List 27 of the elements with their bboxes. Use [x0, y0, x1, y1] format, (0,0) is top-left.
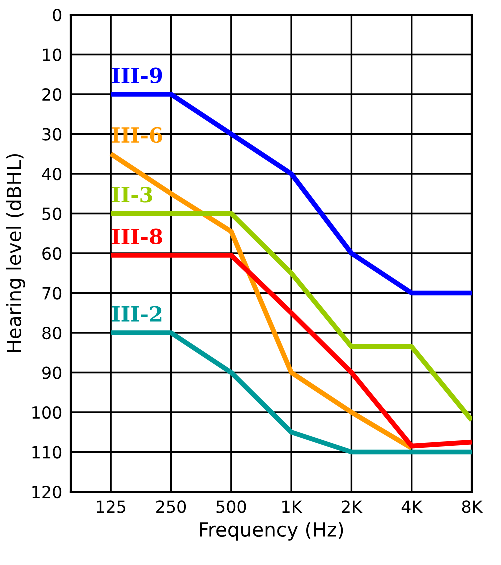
- y-tick-label: 70: [42, 287, 62, 300]
- y-tick-label: 40: [42, 168, 62, 181]
- x-tick-label: 2K: [342, 500, 363, 513]
- y-tick-label: 0: [53, 8, 62, 22]
- y-tick-label: 50: [42, 208, 62, 220]
- x-tick-label: 8K: [462, 500, 484, 514]
- y-tick-label: 100: [32, 406, 62, 420]
- x-tick-label: 250: [156, 500, 186, 514]
- y-tick-label: 20: [42, 88, 62, 102]
- y-axis-title: Hearing level (dBHL): [6, 154, 26, 352]
- series-label: III-8: [112, 228, 162, 245]
- series-label: III-2: [112, 306, 162, 322]
- x-tick-label: 1K: [282, 500, 303, 513]
- y-tick-label: 120: [32, 486, 62, 499]
- x-tick-label: 4K: [402, 500, 423, 513]
- y-tick-label: 80: [42, 326, 62, 340]
- y-tick-label: 60: [42, 247, 62, 260]
- y-tick-label: 90: [42, 366, 62, 380]
- series-label: III-9: [112, 68, 162, 84]
- series-label: II-3: [112, 187, 152, 203]
- x-axis-title: Frequency (Hz): [200, 522, 344, 541]
- x-tick-label: 500: [216, 500, 246, 514]
- y-tick-label: 10: [43, 48, 62, 62]
- x-tick-label: 125: [97, 500, 126, 514]
- y-tick-label: 30: [42, 128, 62, 141]
- line-series: [108, 152, 414, 451]
- y-tick-label: 110: [32, 446, 62, 459]
